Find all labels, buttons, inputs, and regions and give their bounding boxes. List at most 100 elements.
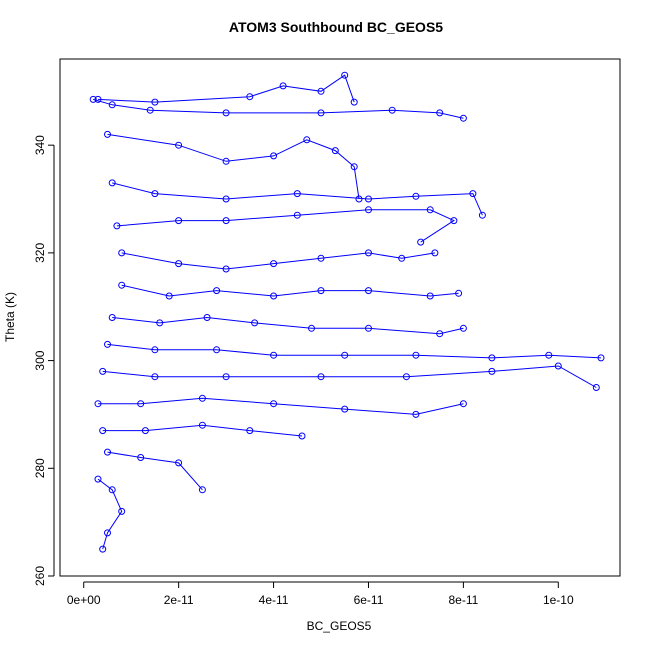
data-point <box>137 400 145 408</box>
data-point <box>251 319 259 327</box>
data-point <box>459 114 467 122</box>
y-axis-label: Theta (K) <box>3 292 17 342</box>
data-point <box>450 217 458 225</box>
data-point <box>175 260 183 268</box>
data-point <box>104 340 111 348</box>
data-point <box>198 394 206 402</box>
series-line <box>98 397 464 415</box>
data-point <box>99 427 107 435</box>
data-point <box>118 249 126 257</box>
data-point <box>331 147 339 155</box>
data-point <box>175 459 183 467</box>
data-point <box>402 373 410 381</box>
series-line <box>121 252 435 270</box>
data-point <box>341 71 349 79</box>
y-axis: 260 280 300 320 340 <box>33 135 55 586</box>
data-point <box>317 287 325 295</box>
data-point <box>293 190 301 198</box>
data-point <box>198 421 206 429</box>
data-point <box>455 289 463 297</box>
data-series <box>94 394 467 418</box>
data-point <box>175 217 183 225</box>
data-point <box>151 373 159 381</box>
data-point <box>156 319 164 327</box>
data-point <box>270 400 278 408</box>
data-point <box>137 454 145 461</box>
data-point <box>99 367 107 375</box>
x-tick-label: 6e-11 <box>354 593 384 607</box>
data-point <box>99 545 107 553</box>
series-line <box>107 343 602 359</box>
data-point <box>222 157 230 165</box>
data-point <box>270 351 278 359</box>
data-point <box>469 190 477 198</box>
data-point <box>317 254 325 262</box>
data-point <box>459 324 467 332</box>
data-point <box>151 98 159 106</box>
series-line <box>107 451 203 491</box>
data-point <box>279 82 287 90</box>
data-point <box>113 222 121 230</box>
series-line <box>112 316 464 335</box>
data-point <box>436 330 444 338</box>
data-series <box>108 314 467 338</box>
y-tick-label: 300 <box>33 350 47 370</box>
data-series <box>104 130 363 203</box>
data-point <box>270 152 278 160</box>
data-point <box>417 238 425 246</box>
x-tick-label: 8e-11 <box>448 593 478 607</box>
data-series <box>94 475 126 553</box>
data-point <box>118 281 126 289</box>
data-point <box>270 292 278 300</box>
data-point <box>246 427 254 435</box>
data-series <box>104 340 605 362</box>
x-tick-label: 0e+00 <box>67 593 101 607</box>
data-point <box>270 260 278 268</box>
data-point <box>222 109 230 117</box>
x-axis-label: BC_GEOS5 <box>307 619 372 633</box>
data-series <box>108 179 486 219</box>
data-series <box>118 281 463 300</box>
series-line <box>112 182 483 216</box>
series-line <box>102 365 597 388</box>
data-point <box>365 206 372 214</box>
series-line <box>93 98 464 119</box>
data-point <box>175 141 183 149</box>
data-point <box>436 109 444 117</box>
data-point <box>459 400 467 408</box>
data-series <box>118 249 439 273</box>
data-series <box>99 421 306 440</box>
data-point <box>298 432 306 440</box>
data-series <box>104 448 206 494</box>
data-point <box>198 486 206 494</box>
data-point <box>388 106 396 114</box>
data-point <box>104 529 111 537</box>
series-line <box>116 209 455 243</box>
series-line <box>97 478 123 550</box>
data-point <box>104 130 111 138</box>
data-point <box>350 98 358 106</box>
series-line <box>97 74 355 103</box>
data-point <box>118 507 126 515</box>
data-point <box>246 93 254 101</box>
data-point <box>213 287 221 295</box>
data-point <box>412 192 420 200</box>
data-point <box>146 106 154 114</box>
data-point <box>222 265 230 273</box>
data-point <box>165 292 173 300</box>
data-point <box>141 427 149 435</box>
data-point <box>592 384 600 391</box>
data-series <box>99 362 600 391</box>
data-point <box>222 195 230 203</box>
y-tick-label: 320 <box>33 243 47 263</box>
data-point <box>94 475 102 483</box>
data-point <box>488 354 496 362</box>
data-point <box>293 211 301 219</box>
data-point <box>431 249 439 257</box>
series-line <box>107 133 360 200</box>
data-point <box>104 448 111 456</box>
x-tick-label: 2e-11 <box>164 593 194 607</box>
data-point <box>341 351 349 359</box>
